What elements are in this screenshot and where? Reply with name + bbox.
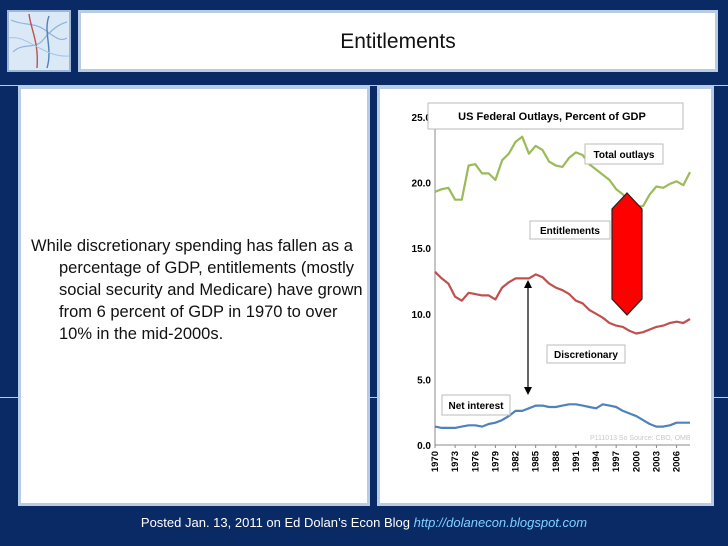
discretionary-label: Discretionary <box>554 350 618 361</box>
total-outlays-label-box <box>584 143 664 165</box>
y-tick-label: 5.0 <box>417 375 431 386</box>
world-map-icon <box>9 12 69 70</box>
source-note: P111013 So Source: CBO, OMB <box>590 435 691 442</box>
series-line-total-outlays <box>434 135 691 208</box>
y-tick-label: 0.0 <box>417 441 431 452</box>
x-tick-label: 1985 <box>531 450 542 472</box>
x-tick-label: 1976 <box>470 451 481 472</box>
x-tick-label: 1970 <box>430 451 441 472</box>
net-interest-label: Net interest <box>448 401 504 412</box>
total-outlays-label: Total outlays <box>594 150 655 161</box>
y-tick-label: 15.0 <box>412 244 432 255</box>
arrow-head-down <box>524 387 532 395</box>
title-bar: Entitlements <box>78 10 718 72</box>
x-tick-label: 2000 <box>631 451 642 472</box>
x-tick-label: 2003 <box>651 451 662 472</box>
x-tick-label: 1982 <box>511 451 522 472</box>
text-panel: While discretionary spending has fallen … <box>18 86 370 506</box>
y-tick-label: 20.0 <box>412 179 432 190</box>
entitlements-label: Entitlements <box>540 226 600 237</box>
footer-text: Posted Jan. 13, 2011 on Ed Dolan’s Econ … <box>140 515 411 530</box>
blog-link[interactable]: http://dolanecon.blogspot.com <box>413 515 588 530</box>
outlays-chart: 0.0 5.0 10.0 15.0 20.0 25.0 1970 1973 1976 1979 1… <box>412 102 691 472</box>
chart-title: US Federal Outlays, Percent of GDP <box>458 111 646 123</box>
x-tick-label: 1991 <box>571 450 582 472</box>
chart-panel: 0.0 5.0 10.0 15.0 20.0 25.0 1970 1973 1976 1979 1… <box>377 86 714 506</box>
y-tick-label: 10.0 <box>412 310 432 321</box>
arrow-head-up <box>524 280 532 288</box>
series-line-entitlements <box>434 271 691 335</box>
body-text: While discretionary spending has fallen … <box>31 237 363 343</box>
divider-line <box>0 85 728 86</box>
entitlements-label-box <box>529 220 611 240</box>
x-tick-label: 1979 <box>490 451 501 472</box>
chart-title-box <box>427 102 684 130</box>
footer: Posted Jan. 13, 2011 on Ed Dolan’s Econ … <box>0 515 728 530</box>
y-tick-label: 25.0 <box>412 113 432 124</box>
series-line-net-interest <box>434 403 690 429</box>
x-tick-label: 1973 <box>450 451 461 472</box>
slide-title: Entitlements <box>340 30 456 53</box>
growth-double-arrow <box>611 192 643 316</box>
net-interest-label-box <box>441 394 511 416</box>
discretionary-label-box <box>546 344 626 364</box>
x-tick-label: 1988 <box>551 451 562 472</box>
x-tick-label: 2006 <box>672 451 683 472</box>
logo-image <box>7 10 71 72</box>
x-tick-label: 1997 <box>611 451 622 472</box>
x-tick-label: 1994 <box>591 450 602 472</box>
